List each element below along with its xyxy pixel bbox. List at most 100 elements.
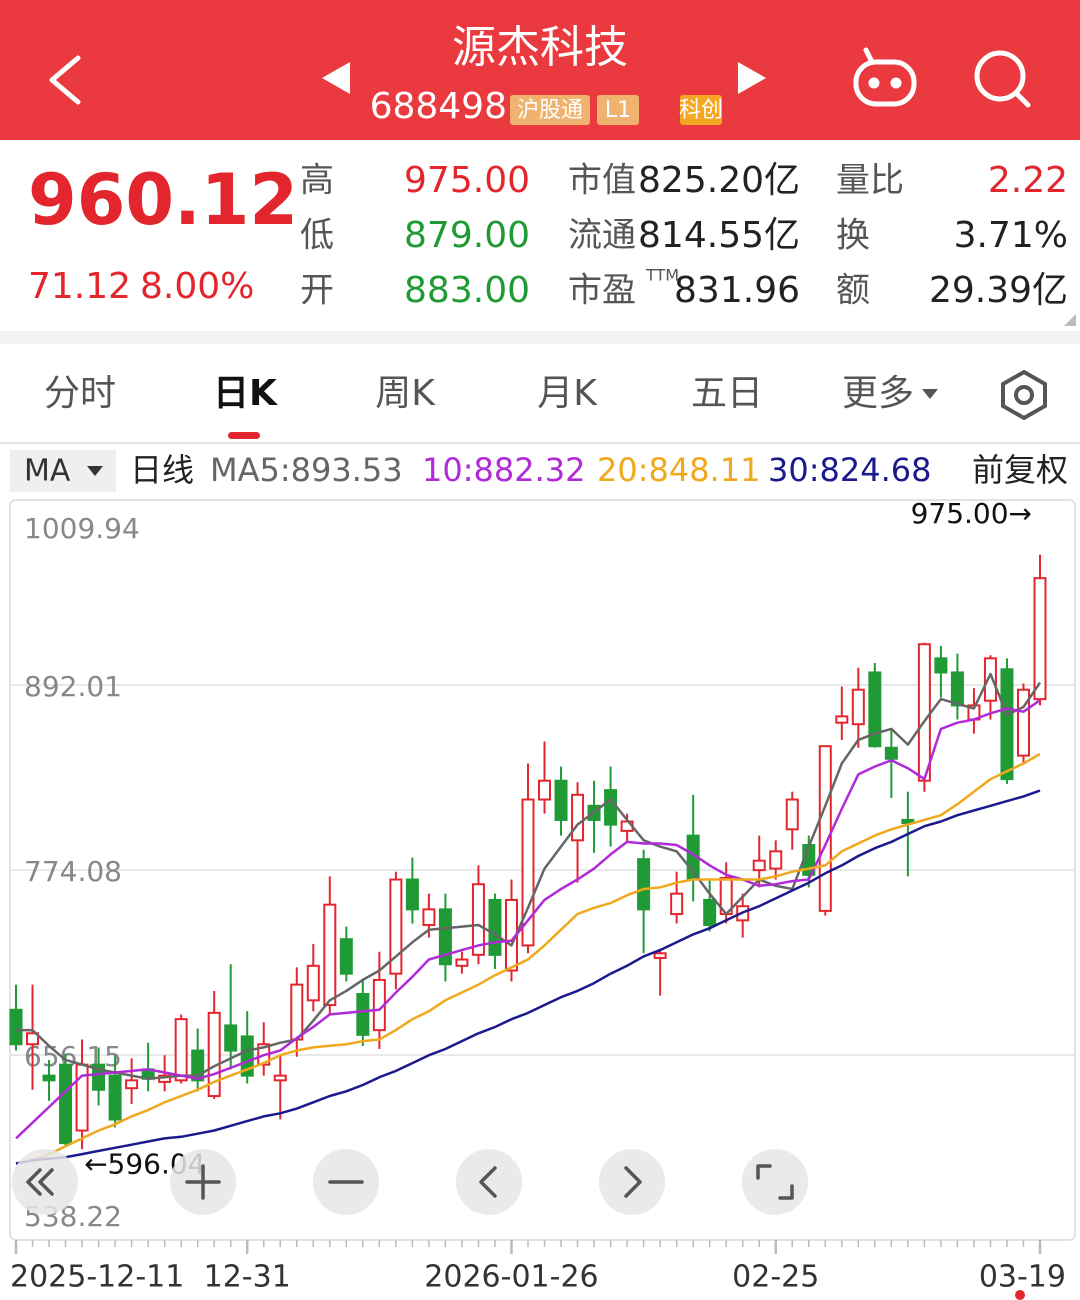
settings-icon-center [1014, 385, 1034, 405]
active-tab-indicator [228, 432, 260, 439]
candle-body [273, 1074, 287, 1082]
robot-icon[interactable] [853, 47, 917, 107]
stat-value: 825.20亿 [638, 160, 800, 201]
badge-label: 科创 [679, 98, 723, 123]
chart-control-button[interactable] [456, 1149, 522, 1215]
candle-body [769, 850, 783, 870]
candle-body [818, 745, 832, 912]
last-price: 960.12 [28, 159, 298, 241]
stat-label: 开 [300, 271, 334, 311]
y-tick-label: 1009.94 [24, 512, 140, 545]
candle-body [1033, 577, 1047, 701]
max-annotation: 975.00→ [911, 497, 1032, 530]
candle-body [125, 1079, 139, 1090]
ma-line [15, 699, 1041, 1140]
stat-value: 29.39亿 [929, 270, 1068, 311]
candle-body [339, 938, 353, 975]
stat-value: 831.96 [674, 270, 800, 311]
candle-body [1016, 688, 1030, 757]
chart-control-icon [624, 1166, 642, 1198]
stat-label: 市值 [568, 161, 636, 201]
candle-body [455, 958, 469, 967]
stat-label: 额 [836, 271, 870, 311]
stat-value: 2.22 [988, 160, 1068, 201]
y-tick-label: 774.08 [24, 855, 122, 888]
stat-label: 换 [836, 216, 870, 256]
candle-body [934, 657, 948, 674]
tab[interactable]: 五日 [691, 373, 763, 414]
candle-body [92, 1063, 106, 1091]
stat-label: 量比 [836, 161, 904, 201]
prev-stock[interactable] [322, 62, 350, 94]
candle-body [26, 1032, 40, 1046]
period-label: 日线 [130, 451, 194, 489]
candle-body [785, 798, 799, 831]
legend-entry: 30:824.68 [768, 451, 931, 489]
chart-controls [12, 1149, 808, 1215]
candle-body [290, 983, 304, 1041]
tab[interactable]: 更多 [842, 373, 914, 414]
candle-body [488, 898, 502, 956]
candle-body [224, 1024, 238, 1052]
stat-value: 879.00 [404, 215, 530, 256]
candle-body [356, 993, 370, 1036]
stat-label: 低 [300, 216, 334, 256]
chart-control-button[interactable] [12, 1149, 78, 1215]
candle-body [438, 908, 452, 966]
candle-body [868, 671, 882, 748]
stat-label: 流通 [568, 216, 636, 256]
candle-body [901, 818, 915, 825]
back-button[interactable] [49, 55, 81, 105]
badge [680, 95, 722, 125]
candle-body [604, 789, 618, 826]
chart-control-button[interactable] [742, 1149, 808, 1215]
chart-control-button[interactable] [599, 1149, 665, 1215]
badge [510, 95, 590, 125]
candle-body [1000, 668, 1014, 781]
candle-body [240, 1035, 254, 1077]
stock-code: 688498 [370, 86, 507, 127]
separator [0, 331, 1080, 344]
next-stock[interactable] [738, 62, 766, 94]
candle-body [637, 858, 651, 911]
candle-body [521, 798, 535, 947]
x-tick-label: 02-25 [732, 1260, 819, 1295]
candle-body [571, 793, 585, 842]
tab[interactable]: 周K [375, 373, 436, 414]
candle-body [389, 878, 403, 975]
candle-body [323, 903, 337, 1007]
candle-body [554, 779, 568, 821]
candle-body [108, 1074, 122, 1121]
price-change-pct: 8.00% [140, 266, 254, 307]
search-icon[interactable] [974, 50, 1031, 108]
candle-body [917, 643, 931, 782]
x-tick-label: 2025-12-11 [10, 1260, 184, 1295]
expand-corner[interactable] [1064, 314, 1076, 326]
candle-body [851, 688, 865, 726]
candle-body [59, 1063, 73, 1145]
candle-body [9, 1008, 23, 1046]
candle-body [207, 1011, 221, 1098]
stat-value: 975.00 [404, 160, 530, 201]
price-change: 71.12 [28, 266, 131, 307]
stat-value: 883.00 [404, 270, 530, 311]
settings-icon[interactable] [1001, 369, 1047, 421]
candle-body [306, 964, 320, 1002]
x-tick-label: 03-19 [979, 1260, 1066, 1295]
badge [597, 95, 639, 125]
ma-selector-label[interactable]: MA [24, 454, 71, 489]
chart-control-icon [185, 1164, 221, 1200]
candle-body [538, 779, 552, 801]
ma-line [15, 752, 1041, 1165]
adjust-mode[interactable]: 前复权 [972, 451, 1068, 489]
tab[interactable]: 月K [537, 373, 598, 414]
stat-value: 814.55亿 [638, 215, 800, 256]
tab[interactable]: 分时 [44, 373, 116, 414]
tab[interactable]: 日K [213, 373, 278, 414]
chart-control-icon [26, 1168, 54, 1196]
badge-label: 沪股通 [517, 98, 583, 123]
stat-value: 3.71% [954, 215, 1068, 256]
y-tick-label: 656.15 [24, 1040, 122, 1073]
